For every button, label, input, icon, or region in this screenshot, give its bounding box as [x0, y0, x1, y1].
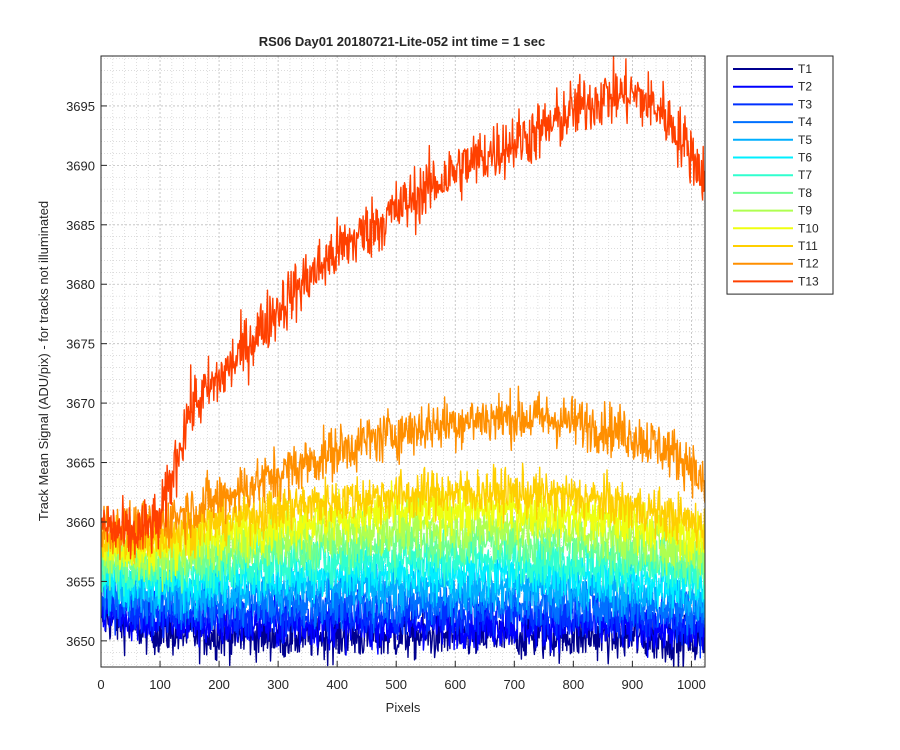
y-tick-label: 3670	[66, 396, 95, 411]
y-tick-label: 3690	[66, 158, 95, 173]
legend-label: T11	[798, 239, 818, 253]
y-axis-label: Track Mean Signal (ADU/pix) - for tracks…	[36, 201, 51, 521]
legend-label: T5	[798, 133, 812, 147]
x-axis-label: Pixels	[386, 700, 421, 715]
series-line-t10	[101, 479, 705, 577]
series-layer	[101, 56, 705, 667]
y-tick-label: 3660	[66, 515, 95, 530]
series-line-t5	[101, 555, 705, 621]
x-tick-label: 600	[444, 677, 466, 692]
y-tick-label: 3675	[66, 337, 95, 352]
chart-title: RS06 Day01 20180721-Lite-052 int time = …	[259, 34, 546, 49]
x-tick-label: 200	[208, 677, 230, 692]
legend-label: T10	[798, 221, 819, 235]
y-tick-label: 3655	[66, 574, 95, 589]
x-tick-label: 500	[385, 677, 407, 692]
x-tick-label: 800	[562, 677, 584, 692]
legend-label: T3	[798, 97, 812, 111]
series-line-t11	[101, 462, 705, 565]
x-tick-label: 100	[149, 677, 171, 692]
y-tick-label: 3695	[66, 99, 95, 114]
x-tick-label: 400	[326, 677, 348, 692]
legend-label: T2	[798, 80, 812, 94]
x-tick-label: 0	[97, 677, 104, 692]
x-tick-label: 700	[503, 677, 525, 692]
series-line-t12	[101, 385, 705, 561]
y-tick-label: 3680	[66, 277, 95, 292]
series-line-t13	[101, 56, 705, 560]
x-tick-label: 300	[267, 677, 289, 692]
y-tick-label: 3665	[66, 456, 95, 471]
y-tick-label: 3685	[66, 218, 95, 233]
x-tick-label: 900	[622, 677, 644, 692]
legend-label: T13	[798, 274, 819, 288]
legend-label: T12	[798, 257, 819, 271]
legend: T1 T2 T3 T4 T5 T6 T7 T8 T9 T10 T11 T12 T13	[726, 55, 834, 295]
legend-label: T6	[798, 151, 812, 165]
series-line-t3	[101, 567, 705, 659]
axes-frame	[100, 55, 706, 668]
y-axis: 3650 3655 3660 3665 3670 3675 3680 3685 3690 3695	[66, 99, 107, 649]
legend-label: T8	[798, 186, 812, 200]
legend-label: T1	[798, 62, 812, 76]
x-axis: 0 100 200 300 400 500 600 700 800 900 1000	[97, 661, 706, 692]
legend-label: T7	[798, 168, 812, 182]
legend-label: T9	[798, 204, 812, 218]
y-tick-label: 3650	[66, 634, 95, 649]
legend-label: T4	[798, 115, 812, 129]
x-tick-label: 1000	[677, 677, 706, 692]
